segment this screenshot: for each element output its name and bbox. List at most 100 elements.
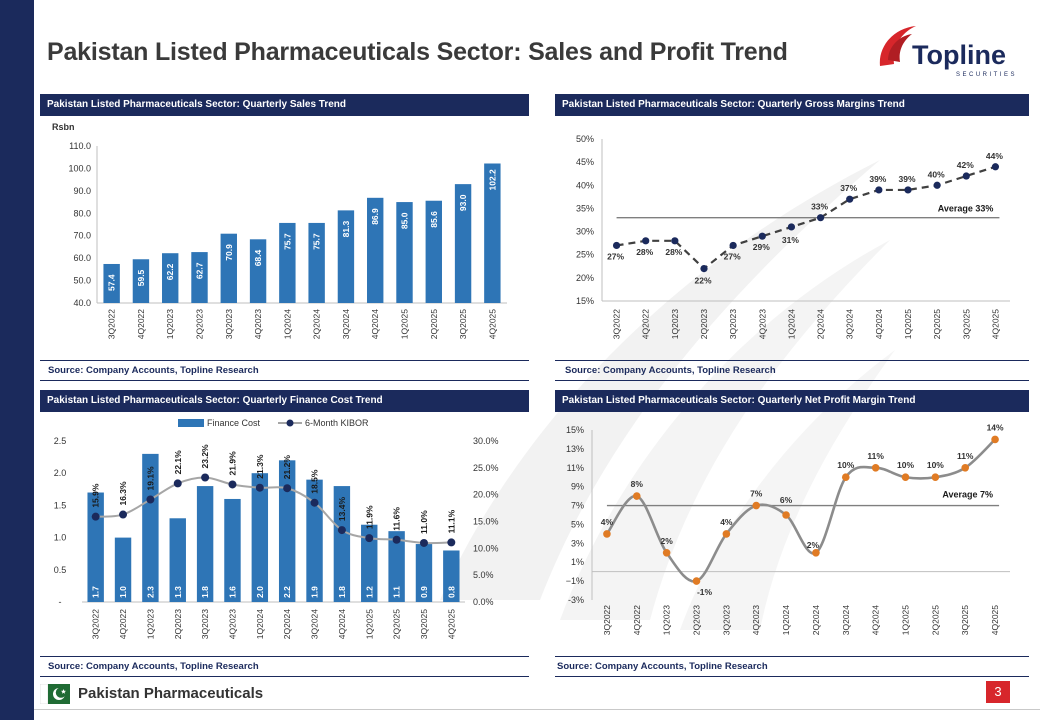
sales-value-label: 86.9	[370, 208, 380, 225]
sales-bar	[484, 163, 501, 303]
x-tick-label: 4Q2024	[871, 605, 881, 636]
finance-cost-value-label: 1.0	[118, 586, 128, 598]
net-profit-value-label: 8%	[631, 479, 644, 489]
topline-logo: Topline SECURITIES	[879, 26, 1015, 78]
net-profit-point	[752, 501, 761, 510]
gross-margin-source-note: Source: Company Accounts, Topline Resear…	[565, 365, 776, 376]
gross-margin-chart: 15% 20% 25% 30% 35% 40% 45% 50% Average 33% 27% 28…	[576, 134, 1010, 340]
sales-trend-chart: Rsbn 40.0 50.0 60.0 70.0 80.0 90.0 100.0 110.0 57…	[52, 122, 507, 340]
gross-margin-point	[671, 237, 679, 245]
y-axis-title: Rsbn	[52, 122, 75, 132]
y-tick-label: 50.0	[73, 276, 91, 286]
y-tick-label: 9%	[571, 482, 584, 492]
x-tick-label: 2Q2024	[312, 309, 322, 340]
y-tick-label: 35%	[576, 203, 594, 213]
x-tick-label: 2Q2025	[429, 309, 439, 340]
gross-margin-point	[904, 186, 912, 194]
net-profit-point	[841, 473, 850, 482]
x-tick-label: 4Q2024	[874, 309, 884, 340]
gross-margin-point	[758, 232, 766, 240]
y-tick-label: 70.0	[73, 231, 91, 241]
finance-cost-panel-header: Pakistan Listed Pharmaceuticals Sector: …	[40, 390, 529, 412]
x-tick-label: 4Q2022	[641, 309, 651, 340]
y-tick-label: 100.0	[68, 163, 91, 173]
kibor-value-label: 11.1%	[446, 509, 456, 533]
gross-margin-point	[991, 163, 1000, 171]
y-tick-label: 7%	[571, 501, 584, 511]
net-profit-value-label: 4%	[601, 517, 614, 527]
y2-tick-label: 0.0%	[473, 597, 494, 607]
net-profit-value-label: 6%	[780, 495, 793, 505]
kibor-point	[365, 534, 374, 543]
kibor-point	[146, 495, 155, 504]
net-profit-value-label: 10%	[837, 460, 854, 470]
sales-value-label: 81.3	[341, 221, 351, 238]
gross-margin-line	[616, 165, 996, 271]
x-tick-label: 4Q2022	[136, 309, 146, 340]
kibor-point	[228, 480, 237, 489]
gross-margin-point	[700, 265, 708, 273]
kibor-value-label: 22.1%	[173, 450, 183, 475]
finance-cost-bar	[224, 498, 241, 602]
kibor-value-label: 21.9%	[227, 451, 237, 476]
gross-margin-point	[962, 172, 970, 180]
net-profit-value-label: 10%	[927, 460, 944, 470]
kibor-point	[392, 535, 401, 544]
x-tick-label: 4Q2024	[370, 309, 380, 340]
net-profit-point	[603, 530, 611, 538]
net-profit-point	[722, 530, 731, 538]
y2-tick-label: 25.0%	[473, 463, 499, 473]
sales-source-note: Source: Company Accounts, Topline Resear…	[48, 365, 259, 376]
kibor-value-label: 15.9%	[91, 483, 101, 508]
x-tick-label: 3Q2023	[721, 605, 731, 636]
gross-margin-point	[933, 181, 941, 189]
y-tick-label: 5%	[571, 519, 584, 529]
gross-margin-point	[642, 237, 650, 245]
sales-value-label: 70.9	[224, 244, 234, 261]
sales-value-label: 75.7	[282, 233, 292, 250]
kibor-point	[310, 498, 319, 507]
net-profit-value-label: 11%	[867, 451, 884, 461]
legend-finance-cost-label: Finance Cost	[207, 418, 261, 428]
gross-margin-point	[612, 241, 621, 250]
sales-bar	[367, 197, 384, 303]
y2-tick-label: 15.0%	[473, 517, 499, 527]
sales-bar	[249, 239, 267, 303]
x-tick-label: 2Q2025	[930, 605, 940, 636]
y2-tick-label: 20.0%	[473, 490, 499, 500]
x-tick-label: 1Q2024	[255, 609, 265, 640]
kibor-point	[447, 538, 456, 547]
net-profit-point	[901, 473, 910, 482]
average-label: Average 7%	[942, 490, 993, 500]
gross-margin-value-label: 39%	[898, 174, 915, 184]
sales-bar	[191, 252, 208, 303]
gross-margin-value-label: 33%	[811, 202, 828, 212]
sales-bar	[425, 200, 442, 303]
gross-margin-value-label: 44%	[986, 151, 1003, 161]
sales-value-label: 102.2	[487, 169, 497, 191]
net-profit-value-label: 7%	[750, 489, 763, 499]
finance-cost-bar	[388, 531, 405, 602]
finance-cost-bar	[169, 518, 186, 602]
gross-margin-value-label: 39%	[869, 174, 886, 184]
x-tick-label: 3Q2023	[224, 309, 234, 340]
gross-margin-value-label: 27%	[607, 251, 624, 261]
x-tick-label: 3Q2025	[961, 309, 971, 340]
net-profit-value-label: 4%	[720, 517, 733, 527]
footer-section-label: Pakistan Pharmaceuticals	[78, 685, 264, 702]
x-tick-label: 1Q2025	[364, 609, 374, 640]
x-tick-label: 4Q2022	[632, 605, 642, 636]
divider	[555, 656, 1029, 657]
net-profit-value-label: 2%	[807, 540, 820, 550]
finance-cost-value-label: 2.0	[255, 586, 265, 598]
sales-bar	[220, 233, 237, 303]
sales-bar	[162, 253, 179, 303]
x-tick-label: 3Q2022	[91, 609, 101, 640]
finance-cost-bar	[114, 537, 132, 602]
sales-value-label: 62.7	[195, 262, 205, 279]
legend-finance-cost-swatch	[178, 419, 204, 427]
x-tick-label: 3Q2023	[200, 609, 210, 640]
finance-cost-value-label: 0.8	[446, 586, 456, 598]
kibor-point	[255, 483, 264, 492]
